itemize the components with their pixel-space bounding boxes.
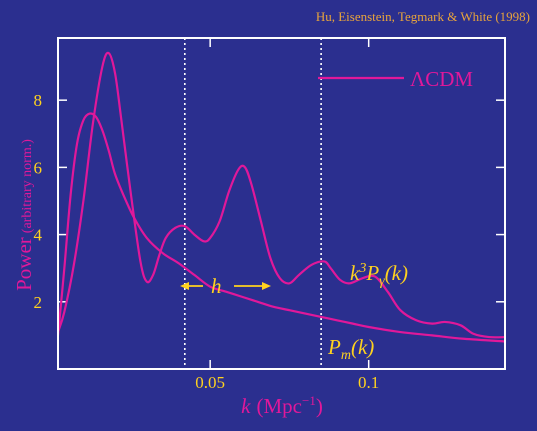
y-tick-label: 4	[34, 226, 43, 245]
y-axis-label: Power (arbitrary norm.)	[12, 139, 36, 291]
matter-power-label: Pm(k)	[327, 335, 374, 363]
h-arrow-annotation: h	[180, 274, 271, 298]
series-matter-line	[56, 112, 506, 343]
photon-label-sup: 3	[358, 261, 366, 276]
h-arrow-right-head	[262, 282, 271, 290]
photon-label-sub: γ	[379, 274, 385, 289]
legend: ΛCDM	[318, 67, 473, 91]
x-axis-label-unit: (Mpc	[256, 394, 302, 418]
x-tick-label: 0.05	[195, 373, 225, 392]
plot-frame	[57, 37, 506, 370]
x-tick-label: 0.1	[358, 373, 379, 392]
y-tick-label: 2	[34, 293, 43, 312]
axis-ticks: 2 4 6 8 0.05 0.1	[34, 38, 505, 392]
x-axis-label-k: k	[241, 394, 251, 418]
photon-label-k: k	[350, 261, 360, 285]
photon-label-k2: (k)	[385, 261, 408, 285]
x-axis-label-exp: −1	[302, 393, 316, 408]
y-tick-label: 8	[34, 91, 43, 110]
x-axis-label: k (Mpc−1)	[241, 393, 323, 418]
h-arrow-left-head	[180, 282, 189, 290]
y-axis-label-note: (arbitrary norm.)	[20, 139, 35, 233]
legend-label: ΛCDM	[410, 67, 473, 91]
h-label: h	[211, 274, 222, 298]
photon-label-p: P	[365, 261, 379, 285]
y-axis-label-main: Power	[12, 237, 36, 291]
matter-label-p: P	[327, 335, 341, 359]
series-photon-line	[56, 51, 506, 339]
y-tick-label: 6	[34, 158, 43, 177]
photon-power-label: k3Pγ(k)	[350, 261, 408, 289]
credit-text: Hu, Eisenstein, Tegmark & White (1998)	[316, 9, 530, 24]
reference-lines	[184, 38, 322, 369]
matter-label-sub: m	[341, 348, 351, 363]
x-axis-label-close: )	[316, 394, 323, 418]
matter-label-k: (k)	[351, 335, 374, 359]
series-group	[56, 51, 506, 343]
